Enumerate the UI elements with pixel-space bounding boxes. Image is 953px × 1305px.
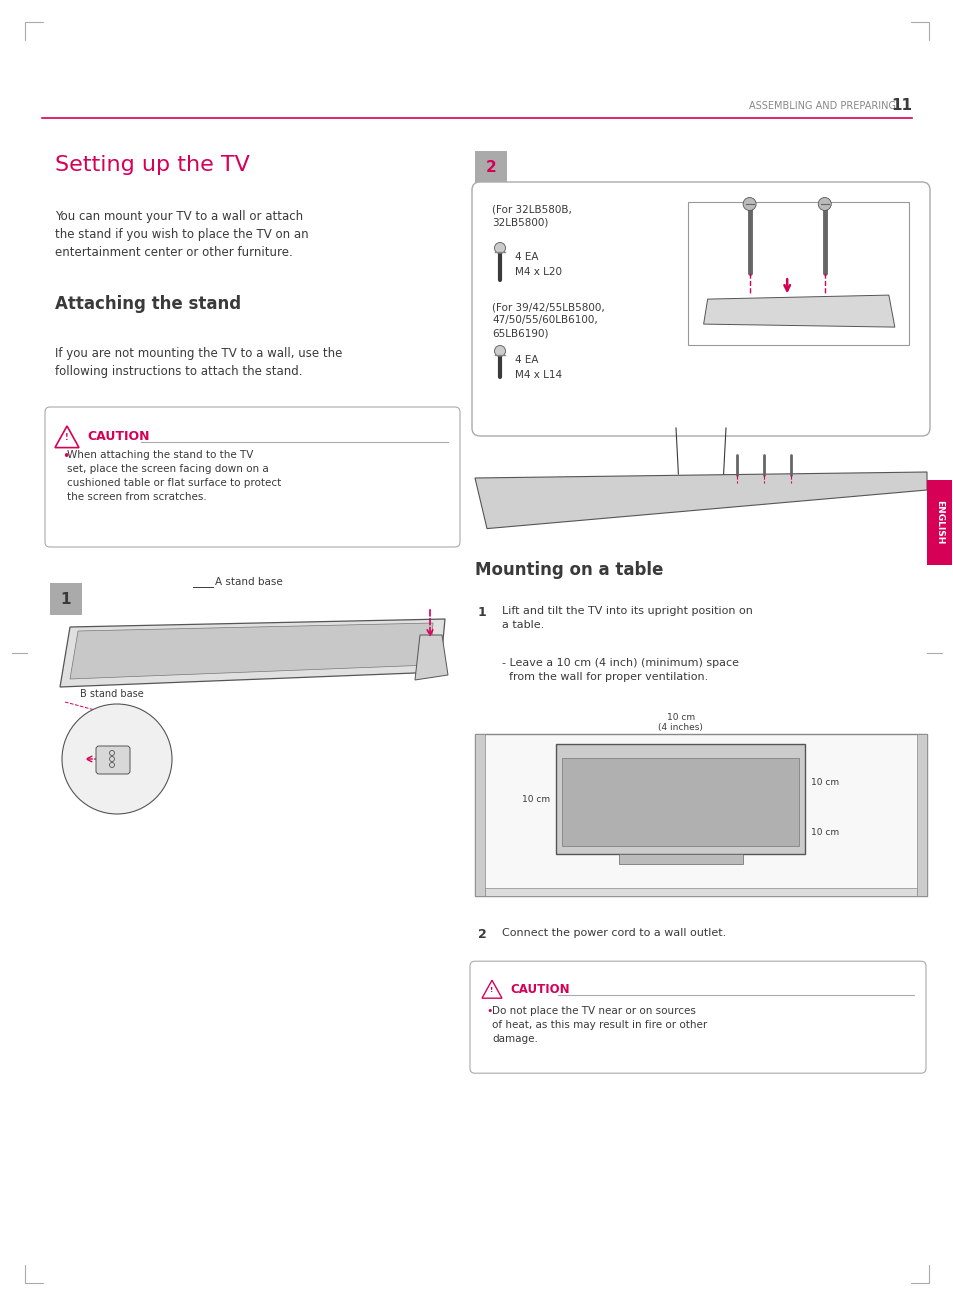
- Text: CAUTION: CAUTION: [87, 431, 150, 442]
- Text: (For 32LB580B,
32LB5800): (For 32LB580B, 32LB5800): [492, 204, 571, 227]
- FancyBboxPatch shape: [618, 855, 742, 864]
- FancyBboxPatch shape: [475, 735, 926, 897]
- FancyBboxPatch shape: [561, 758, 798, 847]
- Text: (For 39/42/55LB5800,
47/50/55/60LB6100,
65LB6190): (For 39/42/55LB5800, 47/50/55/60LB6100, …: [492, 301, 604, 338]
- FancyBboxPatch shape: [470, 962, 925, 1073]
- Text: If you are not mounting the TV to a wall, use the
following instructions to atta: If you are not mounting the TV to a wall…: [55, 347, 342, 378]
- Text: 10 cm: 10 cm: [810, 778, 839, 787]
- Text: !: !: [490, 987, 493, 993]
- FancyBboxPatch shape: [475, 151, 506, 183]
- Text: B stand base: B stand base: [80, 689, 144, 699]
- FancyBboxPatch shape: [45, 407, 459, 547]
- Text: 4 EA
M4 x L20: 4 EA M4 x L20: [515, 252, 561, 277]
- Text: 4 EA
M4 x L14: 4 EA M4 x L14: [515, 355, 561, 380]
- Text: Attaching the stand: Attaching the stand: [55, 295, 241, 313]
- Polygon shape: [70, 622, 433, 679]
- Text: CAUTION: CAUTION: [510, 983, 569, 996]
- Polygon shape: [475, 472, 926, 529]
- Text: Connect the power cord to a wall outlet.: Connect the power cord to a wall outlet.: [501, 928, 725, 938]
- Text: Do not place the TV near or on sources
of heat, as this may result in fire or ot: Do not place the TV near or on sources o…: [492, 1006, 706, 1044]
- Text: You can mount your TV to a wall or attach
the stand if you wish to place the TV : You can mount your TV to a wall or attac…: [55, 210, 309, 258]
- Text: •: •: [62, 450, 70, 463]
- Text: 2: 2: [477, 928, 486, 941]
- Text: 1: 1: [477, 607, 486, 619]
- Text: Mounting on a table: Mounting on a table: [475, 561, 662, 579]
- Circle shape: [742, 197, 756, 210]
- Polygon shape: [415, 636, 448, 680]
- FancyBboxPatch shape: [556, 744, 804, 855]
- Text: 1: 1: [61, 591, 71, 607]
- Text: - Leave a 10 cm (4 inch) (minimum) space
  from the wall for proper ventilation.: - Leave a 10 cm (4 inch) (minimum) space…: [501, 658, 739, 683]
- FancyBboxPatch shape: [926, 479, 951, 565]
- FancyBboxPatch shape: [916, 735, 926, 897]
- Text: Lift and tilt the TV into its upright position on
a table.: Lift and tilt the TV into its upright po…: [501, 607, 752, 630]
- Polygon shape: [703, 295, 894, 328]
- Text: •: •: [485, 1006, 492, 1017]
- Polygon shape: [60, 619, 444, 686]
- Circle shape: [494, 346, 505, 356]
- FancyBboxPatch shape: [472, 181, 929, 436]
- Circle shape: [818, 197, 830, 210]
- Text: When attaching the stand to the TV
set, place the screen facing down on a
cushio: When attaching the stand to the TV set, …: [67, 450, 281, 502]
- FancyBboxPatch shape: [96, 746, 130, 774]
- FancyBboxPatch shape: [50, 583, 82, 615]
- Text: 10 cm: 10 cm: [521, 795, 550, 804]
- FancyBboxPatch shape: [475, 735, 484, 897]
- Text: Setting up the TV: Setting up the TV: [55, 155, 250, 175]
- Text: !: !: [65, 433, 69, 442]
- Text: ENGLISH: ENGLISH: [934, 500, 943, 544]
- Text: 2: 2: [485, 159, 496, 175]
- Circle shape: [494, 243, 505, 253]
- Text: 10 cm: 10 cm: [810, 827, 839, 837]
- Text: 11: 11: [890, 98, 911, 114]
- Text: 10 cm
(4 inches): 10 cm (4 inches): [658, 713, 702, 732]
- Circle shape: [62, 703, 172, 814]
- FancyBboxPatch shape: [687, 202, 908, 345]
- FancyBboxPatch shape: [484, 889, 916, 897]
- Text: A stand base: A stand base: [214, 577, 282, 587]
- Text: ASSEMBLING AND PREPARING: ASSEMBLING AND PREPARING: [748, 100, 895, 111]
